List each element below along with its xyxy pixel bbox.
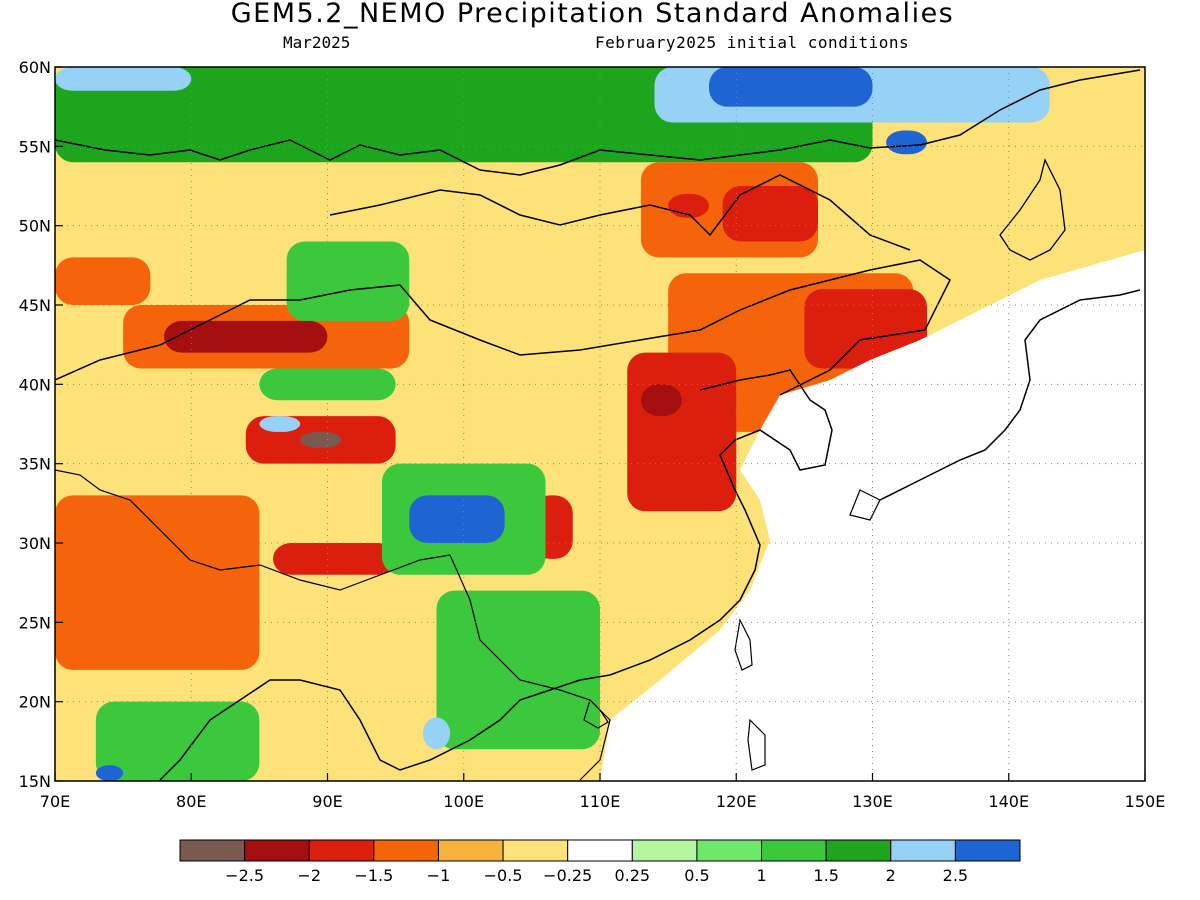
anomaly-region [422, 717, 451, 750]
colorbar-swatch [373, 839, 439, 862]
colorbar-swatch [502, 839, 569, 862]
lon-tick-label: 100E [443, 792, 484, 811]
lat-tick-label: 45N [19, 296, 51, 315]
anomaly-region [55, 257, 151, 305]
lon-tick-label: 70E [40, 792, 70, 811]
colorbar-swatch [696, 839, 763, 862]
anomaly-region [804, 289, 927, 369]
anomaly-region [273, 543, 396, 575]
anomaly-region [95, 765, 124, 781]
lat-tick-label: 30N [19, 534, 51, 553]
lon-tick-label: 110E [580, 792, 621, 811]
colorbar-swatch [631, 839, 698, 862]
lon-tick-label: 140E [988, 792, 1029, 811]
colorbar-swatch [179, 839, 246, 862]
lat-tick-label: 60N [19, 58, 51, 77]
lon-tick-label: 120E [716, 792, 757, 811]
colorbar-label: −2 [297, 866, 321, 885]
colorbar-label: −2.5 [225, 866, 264, 885]
anomaly-region [300, 431, 342, 448]
coastline-outlines [55, 69, 1141, 781]
lat-tick-label: 55N [19, 137, 51, 156]
anomaly-region [409, 495, 505, 543]
colorbar-swatch [761, 839, 827, 862]
anomaly-region [55, 67, 192, 91]
colorbar-swatch [244, 839, 310, 862]
colorbar-label: 0.5 [684, 866, 709, 885]
colorbar-label: 1 [756, 866, 766, 885]
anomaly-region [886, 130, 927, 155]
lat-tick-label: 50N [19, 217, 51, 236]
colorbar-swatch [437, 839, 504, 862]
anomaly-region [627, 352, 737, 512]
forecast-month: Mar2025 [283, 33, 351, 52]
lat-tick-label: 20N [19, 693, 51, 712]
latitude-axis: 15N 20N 25N 30N 35N 40N 45N 50N 55N 60N [19, 58, 63, 791]
anomaly-region [722, 186, 818, 242]
anomaly-region [259, 368, 396, 401]
colorbar-label: −1.5 [354, 866, 393, 885]
lon-tick-label: 130E [852, 792, 893, 811]
colorbar-label: −0.25 [543, 866, 592, 885]
colorbar-swatch [567, 839, 633, 862]
anomaly-region [640, 384, 682, 417]
lat-tick-label: 35N [19, 455, 51, 474]
colorbar-label: 1.5 [813, 866, 838, 885]
lat-tick-label: 25N [19, 613, 51, 632]
anomaly-region [709, 67, 873, 107]
lon-tick-label: 150E [1125, 792, 1166, 811]
graticule [55, 67, 1145, 781]
anomaly-region [164, 320, 328, 353]
colorbar-label: 0.25 [614, 866, 650, 885]
colorbar-swatch [308, 839, 375, 862]
longitude-axis: 70E 80E 90E 100E 110E 120E 130E 140E 150E [40, 773, 1166, 811]
colorbar-label: −0.5 [484, 866, 523, 885]
chart-title: GEM5.2_NEMO Precipitation Standard Anoma… [230, 0, 955, 29]
colorbar-swatch [890, 839, 956, 862]
anomaly-region [436, 590, 600, 750]
lon-tick-label: 90E [312, 792, 342, 811]
lat-tick-label: 15N [19, 772, 51, 791]
initial-conditions: February2025 initial conditions [595, 33, 910, 52]
colorbar-legend: −2.5 −2 −1.5 −1 −0.5 −0.25 0.25 0.5 1 1.5 2 2.5 [179, 839, 1021, 885]
colorbar-label: −1 [427, 866, 451, 885]
anomaly-region [286, 241, 410, 321]
anomaly-region [55, 495, 260, 670]
anomaly-region [95, 701, 260, 781]
colorbar-swatch [954, 839, 1021, 862]
anomaly-region [259, 416, 301, 432]
colorbar-label: 2.5 [943, 866, 968, 885]
lon-tick-label: 80E [176, 792, 206, 811]
lat-tick-label: 40N [19, 375, 51, 394]
colorbar-swatch [825, 839, 892, 862]
colorbar-label: 2 [886, 866, 896, 885]
